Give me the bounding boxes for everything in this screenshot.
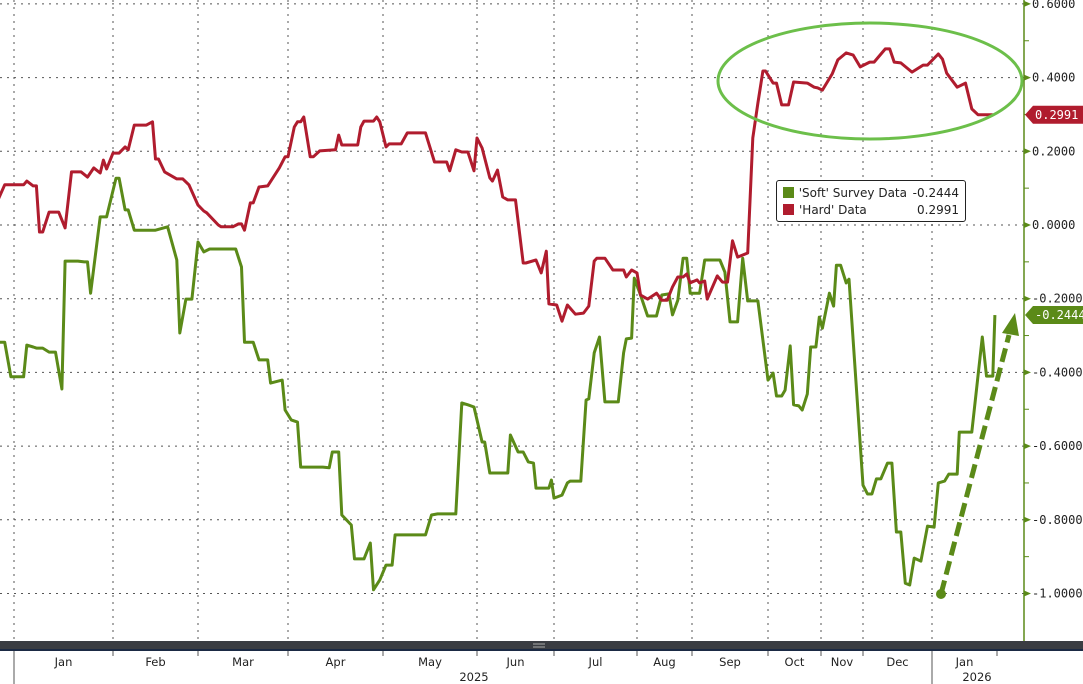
x-month-label: Mar [232, 655, 254, 669]
x-month-label: Aug [653, 655, 675, 669]
last-value-badge-soft [1025, 306, 1083, 325]
legend-label: 'Soft' Survey Data [798, 185, 907, 200]
hard-data-line [0, 47, 993, 323]
last-value-labels: 0.2991 -0.2444 [1025, 105, 1083, 325]
x-month-label: Apr [326, 655, 346, 669]
x-month-label: Oct [785, 655, 805, 669]
legend: 'Soft' Survey Data -0.2444 'Hard' Data 0… [776, 180, 966, 222]
trend-arrow-shaft [938, 334, 1012, 595]
x-year-label: 2025 [459, 670, 488, 684]
y-tick-label: 0.6000 [1032, 0, 1075, 11]
x-month-label: Feb [145, 655, 165, 669]
y-tick-label: 0.2000 [1032, 144, 1075, 158]
last-value-label-soft: -0.2444 [1035, 308, 1083, 322]
y-tick-label: 0.0000 [1032, 218, 1075, 232]
legend-label: 'Hard' Data [799, 202, 867, 217]
legend-swatch-hard [783, 204, 794, 215]
x-month-label: Jan [54, 655, 73, 669]
x-month-label: Jan [955, 655, 974, 669]
timeline-divider [0, 649, 1083, 651]
x-month-label: Nov [831, 655, 854, 669]
y-tick-mark [1024, 516, 1031, 523]
y-tick-label: -1.0000 [1032, 587, 1083, 601]
y-tick-label: -0.4000 [1032, 365, 1083, 379]
grid [0, 0, 1024, 640]
y-tick-mark [1024, 74, 1031, 81]
y-tick-mark [1024, 590, 1031, 597]
x-axis: Jan Feb Mar Apr May Jun Jul Aug Sep Oct Nov Dec Jan2… [0, 641, 1083, 684]
y-tick-label: 0.4000 [1032, 71, 1075, 85]
y-tick-label: -0.2000 [1032, 292, 1083, 306]
last-value-badge-hard [1025, 105, 1083, 124]
y-tick-mark [1024, 295, 1031, 302]
x-month-label: Sep [719, 655, 741, 669]
legend-value: 0.2991 [917, 202, 959, 217]
y-axis: 0.6000 0.4000 0.2000 0.0000 -0.2000 -0.4000 -0… [1023, 0, 1083, 642]
timeline-scrollbar [0, 641, 1083, 650]
x-year-label: 2026 [962, 670, 991, 684]
series-lines [0, 47, 997, 592]
y-tick-mark [1024, 443, 1031, 450]
y-tick-mark [1024, 0, 1031, 7]
y-tick-mark [1024, 369, 1031, 376]
x-month-label: May [418, 655, 442, 669]
x-month-label: Jun [506, 655, 525, 669]
legend-item-soft: 'Soft' Survey Data -0.2444 [783, 184, 959, 201]
y-tick-mark [1024, 148, 1031, 155]
legend-value: -0.2444 [912, 185, 959, 200]
legend-swatch-soft [783, 187, 794, 198]
x-month-label: Dec [886, 655, 908, 669]
trend-arrow-head-icon [1002, 313, 1019, 336]
last-value-label-hard: 0.2991 [1035, 108, 1078, 122]
annotations [716, 21, 1024, 599]
legend-item-hard: 'Hard' Data 0.2991 [783, 201, 959, 218]
y-tick-label: -0.6000 [1032, 439, 1083, 453]
y-tick-mark [1024, 222, 1031, 228]
x-month-label: Jul [588, 655, 603, 669]
soft-survey-data-line [0, 176, 997, 592]
y-tick-label: -0.8000 [1032, 513, 1083, 527]
highlight-ellipse [716, 21, 1024, 141]
